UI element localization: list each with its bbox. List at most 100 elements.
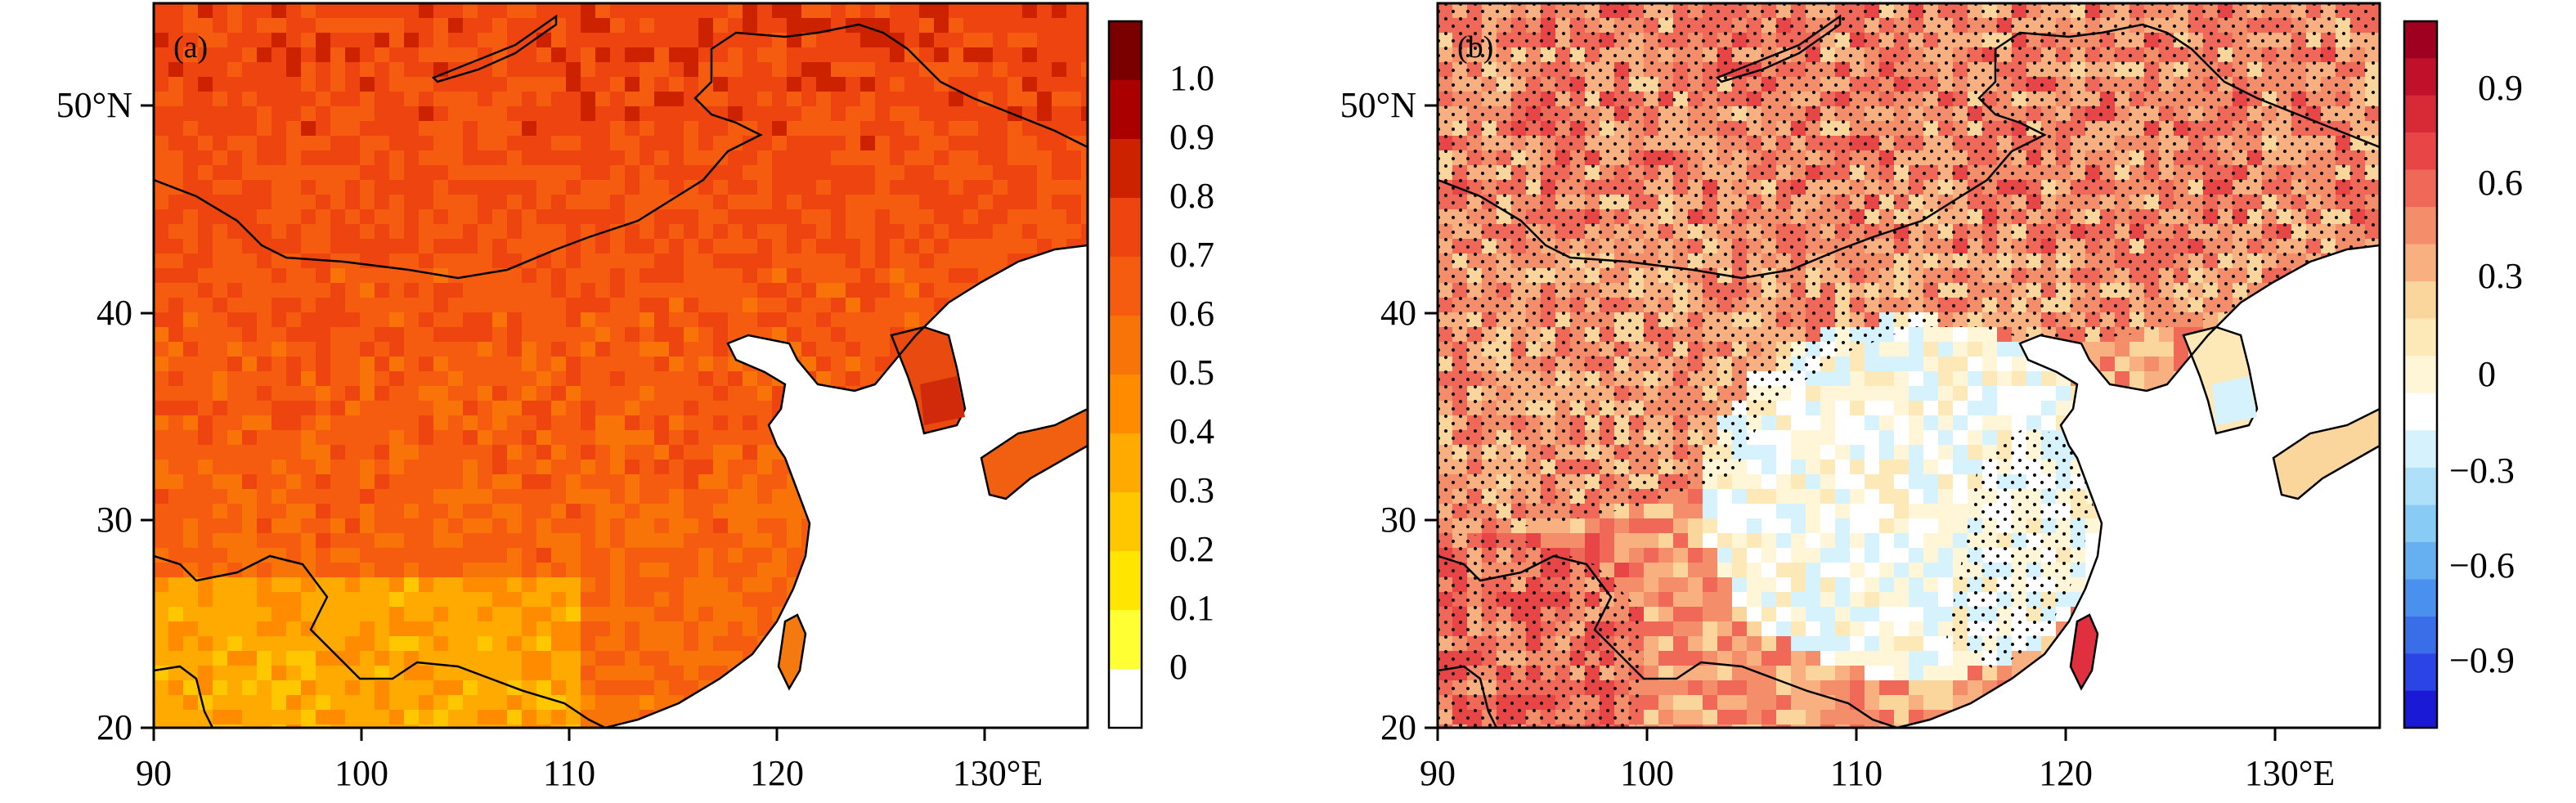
field-cell-a <box>610 386 625 401</box>
field-cell-a <box>772 474 787 489</box>
field-cell-a <box>154 224 168 239</box>
lat-axis-a <box>141 104 154 729</box>
field-cell-a <box>757 577 772 592</box>
field-cell-a <box>375 680 389 695</box>
field-cell-a <box>227 577 242 592</box>
field-cell-a <box>698 239 713 253</box>
field-cell-a <box>257 592 272 607</box>
field-cell-a <box>772 518 787 533</box>
field-cell-a <box>581 621 595 636</box>
field-cell-a <box>316 386 330 401</box>
field-cell-a <box>448 386 463 401</box>
field-cell-a <box>448 209 463 224</box>
field-cell-a <box>536 298 551 312</box>
field-cell-a <box>1081 33 1088 47</box>
field-cell-a <box>154 106 168 121</box>
field-cell-a <box>198 268 213 283</box>
field-cell-a <box>301 680 316 695</box>
field-cell-a <box>640 342 654 357</box>
field-cell-b <box>1865 357 1879 371</box>
field-cell-a <box>610 680 625 695</box>
field-cell-a <box>168 62 183 77</box>
field-cell-a <box>566 180 581 195</box>
field-cell-a <box>478 106 492 121</box>
field-cell-a <box>183 121 198 136</box>
field-cell-a <box>330 47 345 62</box>
field-cell-a <box>669 239 684 253</box>
field-cell-a <box>168 106 183 121</box>
field-cell-a <box>257 474 272 489</box>
field-cell-a <box>772 92 787 106</box>
field-cell-a <box>433 577 448 592</box>
field-cell-a <box>595 460 610 474</box>
field-cell-a <box>728 636 743 651</box>
field-cell-a <box>375 106 389 121</box>
field-cell-a <box>389 283 404 298</box>
field-cell-a <box>875 165 890 180</box>
field-cell-a <box>183 651 198 666</box>
field-cell-a <box>242 195 257 209</box>
field-cell-a <box>625 474 640 489</box>
field-cell-a <box>478 3 492 18</box>
field-cell-a <box>183 680 198 695</box>
field-cell-a <box>375 607 389 621</box>
field-cell-a <box>522 3 536 18</box>
field-cell-b <box>1982 386 1997 401</box>
field-cell-a <box>610 180 625 195</box>
field-cell-a <box>640 62 654 77</box>
field-cell-a <box>566 327 581 342</box>
field-cell-a <box>213 77 227 92</box>
field-cell-a <box>463 533 478 548</box>
field-cell-a <box>801 312 816 327</box>
field-cell-a <box>625 92 640 106</box>
field-cell-a <box>566 636 581 651</box>
field-cell-a <box>684 298 698 312</box>
field-cell-a <box>625 121 640 136</box>
field-cell-a <box>728 298 743 312</box>
field-cell-a <box>404 33 419 47</box>
field-cell-a <box>330 268 345 283</box>
field-cell-b <box>2159 342 2174 357</box>
field-cell-a <box>154 239 168 253</box>
field-cell-a <box>566 195 581 209</box>
field-cell-a <box>316 504 330 518</box>
field-cell-b <box>1997 371 2012 386</box>
field-cell-a <box>330 504 345 518</box>
field-cell-a <box>433 195 448 209</box>
field-cell-a <box>272 430 286 445</box>
field-cell-a <box>890 268 904 283</box>
field-cell-a <box>522 415 536 430</box>
field-cell-a <box>404 342 419 357</box>
field-cell-a <box>213 62 227 77</box>
field-cell-a <box>183 460 198 474</box>
field-cell-a <box>478 724 492 728</box>
field-cell-a <box>757 474 772 489</box>
field-cell-a <box>360 209 375 224</box>
field-cell-a <box>1066 121 1081 136</box>
field-cell-a <box>625 268 640 283</box>
field-cell-b <box>2026 371 2041 386</box>
field-cell-b <box>1923 327 1938 342</box>
field-cell-a <box>198 312 213 327</box>
field-cell-a <box>993 165 1008 180</box>
field-cell-a <box>242 106 257 121</box>
field-cell-a <box>522 386 536 401</box>
field-cell-a <box>640 224 654 239</box>
field-cell-a <box>536 592 551 607</box>
field-cell-b <box>2129 371 2144 386</box>
field-cell-a <box>198 445 213 460</box>
field-cell-a <box>213 680 227 695</box>
field-cell-a <box>595 224 610 239</box>
field-cell-a <box>787 92 801 106</box>
field-cell-a <box>183 489 198 504</box>
field-cell-a <box>389 460 404 474</box>
field-cell-a <box>492 150 507 165</box>
field-cell-a <box>492 563 507 577</box>
field-cell-a <box>404 621 419 636</box>
field-cell-a <box>949 180 963 195</box>
field-cell-a <box>757 253 772 268</box>
field-cell-a <box>330 106 345 121</box>
field-cell-a <box>213 607 227 621</box>
field-cell-a <box>713 592 728 607</box>
field-cell-a <box>728 621 743 636</box>
